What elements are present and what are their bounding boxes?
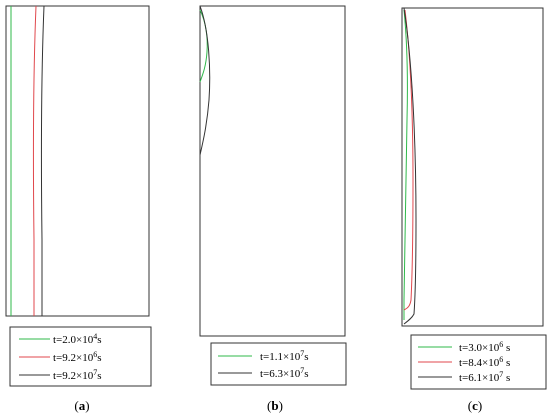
panel-b-legend: t=1.1×107s t=6.3×107s [210,342,347,386]
panel-c-front-green [403,9,408,320]
panel-b-frame [199,5,346,337]
panel-a-frame [5,5,150,317]
panel-c-legend: t=3.0×106 s t=8.4×106 s t=6.1×107 s [410,334,547,390]
panel-c-front-black [403,7,417,325]
panel-b-legend-label-2: t=6.3×107s [260,366,309,380]
panel-c-label: (c) [468,398,482,413]
panel-c-frame [401,7,544,327]
panel-a-legend-label-1: t=2.0×104s [53,332,102,346]
panel-c-legend-label-2: t=8.4×106 s [459,355,510,369]
panel-a-front-black [40,5,45,316]
panel-b-legend-box [210,342,347,386]
panel-c-front-red [403,9,414,311]
panel-a: t=2.0×104s t=9.2×106s t=9.2×107s (a) [5,5,152,413]
panel-c: t=3.0×106 s t=8.4×106 s t=6.1×107 s (c) [401,7,547,413]
panel-b-front-black [199,5,211,156]
panel-a-label: (a) [74,398,89,413]
panel-a-legend-label-3: t=9.2×107s [53,368,102,382]
panel-c-legend-label-3: t=6.1×107 s [459,370,510,384]
panel-c-legend-label-1: t=3.0×106 s [459,340,510,354]
panel-b-label: (b) [267,398,283,413]
panel-a-front-red [32,5,37,316]
panel-b: t=1.1×107s t=6.3×107s (b) [199,5,347,413]
panel-a-legend: t=2.0×104s t=9.2×106s t=9.2×107s [9,326,152,387]
panel-a-legend-label-2: t=9.2×106s [53,350,102,364]
panel-b-legend-label-1: t=1.1×107s [260,349,309,363]
